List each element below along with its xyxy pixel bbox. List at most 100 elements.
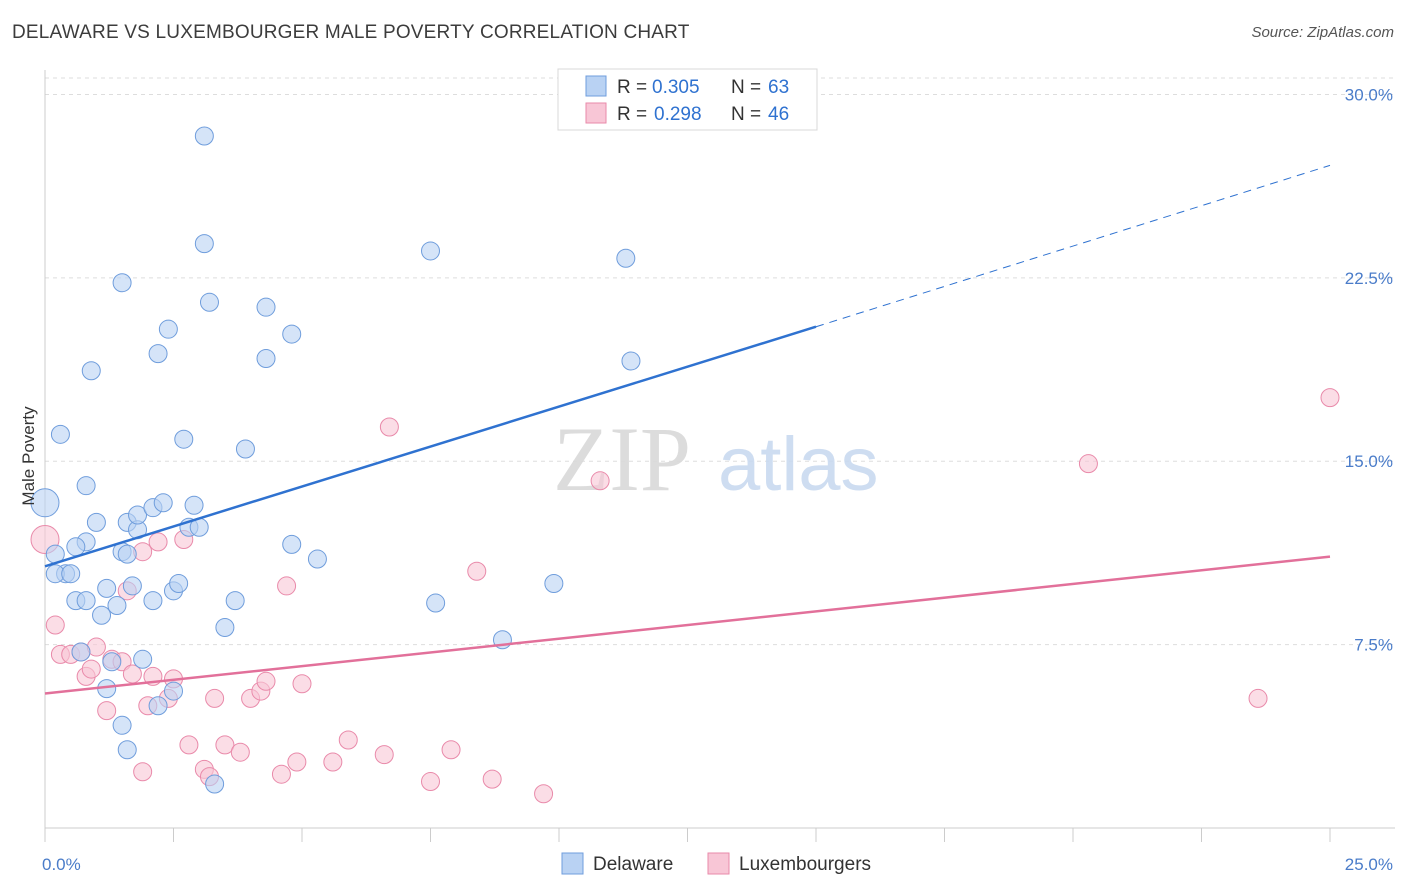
point-luxembourgers-13 [133,762,153,782]
point-luxembourgers-21 [179,735,199,755]
point-delaware-34 [148,696,168,716]
point-delaware-51 [282,324,302,344]
point-delaware-50 [256,297,276,317]
y-tick-label-3: 30.0% [1345,85,1393,104]
point-delaware-48 [235,439,255,459]
point-delaware-35 [164,681,183,701]
point-delaware-9 [66,537,86,557]
point-delaware-28 [133,649,153,669]
point-delaware-31 [148,344,168,364]
point-delaware-52 [282,534,302,554]
x-tick-label-1: 25.0% [1345,855,1393,874]
legend-swatch-delaware [585,75,607,97]
point-luxembourgers-34 [323,752,343,772]
watermark-zip: ZIP [553,408,691,510]
y-tick-label-2: 22.5% [1345,269,1393,288]
point-delaware-2 [50,424,70,444]
chart-title: DELAWARE VS LUXEMBOURGER MALE POVERTY CO… [12,22,690,43]
point-luxembourgers-32 [287,752,307,772]
point-luxembourgers-37 [379,417,399,437]
point-delaware-19 [117,740,137,760]
point-delaware-54 [421,241,440,261]
point-luxembourgers-29 [256,671,276,691]
point-delaware-12 [86,512,106,532]
point-luxembourgers-38 [421,772,440,792]
legend-n-label-delaware: N = [731,77,761,98]
grid-lines [45,77,1395,646]
point-delaware-27 [71,642,91,662]
point-delaware-29 [143,591,163,611]
bottom-legend-swatch-luxembourgers [707,852,730,875]
top-legend: R = 0.305 N = 63 R = 0.298 N = 46 [557,68,818,131]
point-delaware-7 [76,591,96,611]
point-luxembourgers-17 [148,532,168,552]
point-delaware-47 [225,591,245,611]
legend-n-value-delaware: 63 [768,77,789,98]
point-delaware-57 [544,573,564,593]
point-luxembourgers-39 [441,740,461,760]
point-delaware-18 [112,715,132,735]
point-luxembourgers-35 [338,730,358,750]
legend-swatch-luxembourgers [585,102,607,124]
point-delaware-0 [30,488,60,518]
point-luxembourgers-6 [81,659,101,679]
point-delaware-5 [61,564,81,584]
point-luxembourgers-1 [45,615,65,635]
point-delaware-46 [215,617,235,637]
legend-r-value-delaware: 0.305 [652,77,700,98]
legend-n-value-luxembourgers: 46 [768,104,789,125]
point-delaware-49 [256,349,276,369]
point-delaware-38 [174,429,194,449]
y-tick-label-1: 15.0% [1345,452,1393,471]
bottom-legend-swatch-delaware [561,852,584,875]
point-delaware-43 [194,234,214,254]
point-delaware-59 [621,351,641,371]
point-luxembourgers-44 [1078,454,1098,474]
bottom-legend-label-luxembourgers: Luxembourgers [739,854,871,875]
point-luxembourgers-43 [590,471,610,491]
point-delaware-45 [205,774,225,794]
x-tick-label-0: 0.0% [42,855,81,874]
legend-n-label-luxembourgers: N = [731,104,761,125]
legend-r-value-luxembourgers: 0.298 [654,104,702,125]
point-delaware-15 [107,595,127,615]
point-delaware-37 [169,573,189,593]
axes [44,70,1395,842]
point-delaware-14 [92,605,112,625]
point-luxembourgers-30 [271,764,291,784]
point-delaware-21 [122,576,142,596]
trend-line-extension-delaware [815,164,1331,328]
point-delaware-13 [97,578,117,598]
point-luxembourgers-24 [205,688,225,708]
point-delaware-24 [128,505,148,525]
point-delaware-44 [199,292,219,312]
point-delaware-33 [158,319,178,339]
y-axis-title: Male Poverty [19,406,38,506]
watermark-atlas: atlas [718,422,879,507]
tick-labels: 7.5% 15.0% 22.5% 30.0% 0.0% 25.0% [42,85,1393,874]
bottom-legend: Delaware Luxembourgers [561,852,871,875]
point-delaware-26 [102,652,122,672]
trend-lines [44,164,1331,695]
point-luxembourgers-31 [277,576,297,596]
point-delaware-55 [426,593,446,613]
bottom-legend-label-delaware: Delaware [593,854,673,875]
watermark: ZIP atlas [553,408,879,510]
point-luxembourgers-26 [230,742,250,762]
point-luxembourgers-25 [215,735,235,755]
point-luxembourgers-36 [374,745,394,765]
trend-line-delaware [44,325,817,568]
point-luxembourgers-8 [97,701,117,721]
point-luxembourgers-46 [1320,388,1340,408]
point-delaware-20 [117,544,137,564]
y-tick-label-0: 7.5% [1354,636,1393,655]
point-delaware-17 [112,273,132,293]
point-delaware-53 [307,549,327,569]
point-delaware-10 [76,476,96,496]
chart-source: Source: ZipAtlas.com [1251,24,1394,41]
legend-r-label-luxembourgers: R = [617,104,647,125]
point-luxembourgers-42 [534,784,554,804]
trend-line-luxembourgers [44,555,1331,695]
point-delaware-40 [184,495,204,515]
